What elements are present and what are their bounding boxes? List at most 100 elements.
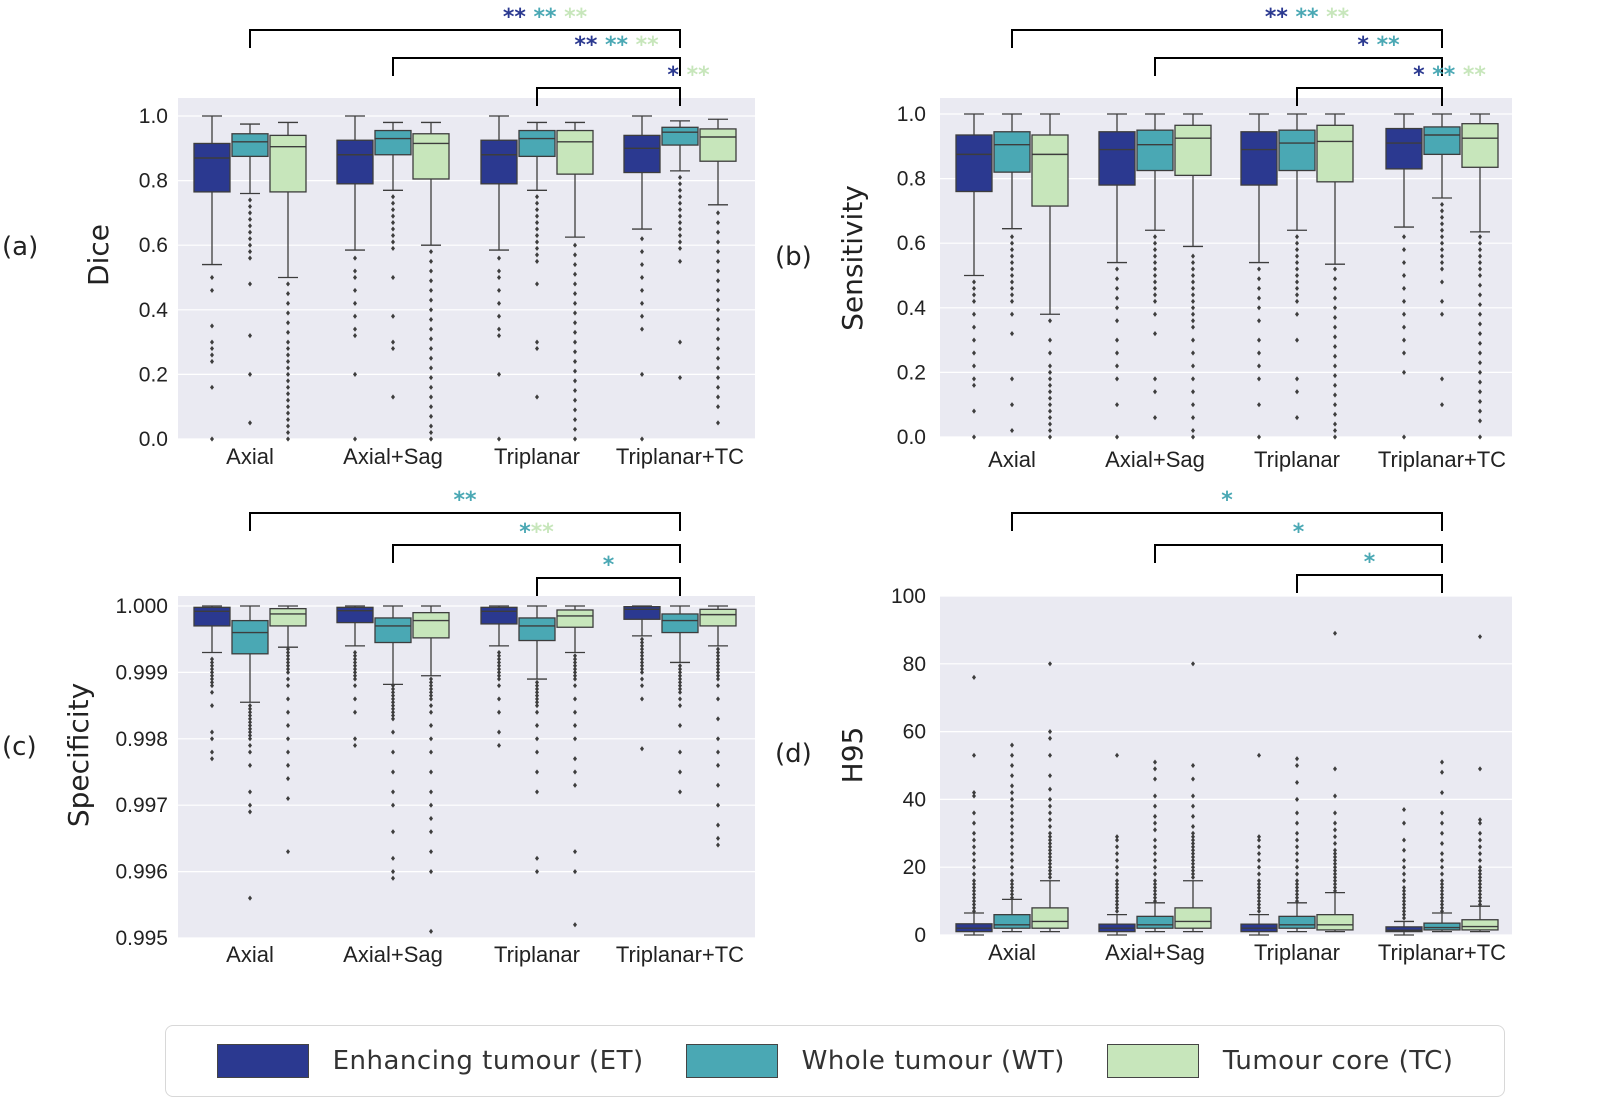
outlier-point xyxy=(1478,321,1482,327)
outlier-point xyxy=(429,355,433,361)
outlier-point xyxy=(1153,820,1157,826)
outlier-point xyxy=(1440,311,1444,317)
outlier-point xyxy=(248,281,252,287)
outlier-point xyxy=(1333,881,1337,887)
outlier-point xyxy=(497,673,501,679)
outlier-point xyxy=(573,436,577,442)
outlier-point xyxy=(1295,830,1299,836)
outlier-point xyxy=(1257,878,1261,884)
outlier-point xyxy=(573,387,577,394)
legend-swatch-et xyxy=(216,1044,309,1078)
outlier-point xyxy=(286,378,290,384)
outlier-point xyxy=(1333,840,1337,847)
outlier-point xyxy=(1333,871,1337,877)
outlier-point xyxy=(573,417,577,423)
outlier-point xyxy=(1333,878,1337,884)
box-iqr xyxy=(336,139,374,185)
significance-mark: * xyxy=(519,520,531,545)
box-tc xyxy=(412,605,450,934)
outlier-point xyxy=(429,375,433,381)
outlier-point xyxy=(1333,392,1337,398)
outlier-point xyxy=(1478,864,1482,870)
box-et xyxy=(480,115,518,442)
outlier-point xyxy=(248,732,252,739)
outlier-point xyxy=(972,864,976,870)
outlier-point xyxy=(1440,208,1444,214)
outlier-point xyxy=(972,382,976,388)
outlier-point xyxy=(353,313,357,319)
outlier-point xyxy=(1191,279,1195,285)
outlier-point xyxy=(1010,796,1014,802)
panel-letter: (d) xyxy=(775,739,812,769)
panel-d: 0 20 40 60 80 100 Axial Axial+Sag Triplanar Tripl… xyxy=(775,488,1512,965)
outlier-point xyxy=(1478,418,1482,424)
outlier-point xyxy=(716,696,720,702)
outlier-point xyxy=(1257,857,1261,864)
outlier-point xyxy=(716,802,720,808)
outlier-point xyxy=(1333,427,1337,434)
outlier-point xyxy=(573,339,577,345)
outlier-point xyxy=(210,274,214,281)
outlier-point xyxy=(1333,295,1337,301)
outlier-point xyxy=(716,842,720,848)
box-tc xyxy=(699,118,737,426)
outlier-point xyxy=(353,268,357,274)
outlier-point xyxy=(286,320,290,326)
outlier-point xyxy=(353,649,357,656)
significance-mark: * xyxy=(1293,520,1305,545)
outlier-point xyxy=(1115,891,1119,897)
outlier-point xyxy=(248,789,252,795)
outlier-point xyxy=(1333,834,1337,840)
outlier-point xyxy=(429,709,433,715)
outlier-point xyxy=(1295,253,1299,259)
outlier-point xyxy=(353,663,357,669)
outlier-point xyxy=(429,815,433,822)
outlier-point xyxy=(716,656,720,662)
outlier-point xyxy=(1191,266,1195,272)
outlier-point xyxy=(1257,851,1261,857)
box-wt xyxy=(518,605,556,875)
outlier-point xyxy=(972,878,976,884)
outlier-point xyxy=(1333,276,1337,282)
outlier-point xyxy=(1048,830,1052,836)
outlier-point xyxy=(573,656,577,662)
outlier-point xyxy=(1257,898,1261,904)
outlier-point xyxy=(429,365,433,371)
outlier-point xyxy=(573,242,577,248)
significance-mark: * xyxy=(667,63,679,88)
significance-stars: * ** xyxy=(667,63,710,88)
box-wt xyxy=(374,121,412,400)
outlier-point xyxy=(1115,834,1119,840)
outlier-point xyxy=(972,844,976,850)
outlier-point xyxy=(1440,891,1444,897)
outlier-point xyxy=(1478,389,1482,395)
outlier-point xyxy=(429,683,433,689)
box-iqr xyxy=(412,611,450,639)
outlier-point xyxy=(1048,729,1052,735)
y-tick-label: 0.995 xyxy=(115,927,168,950)
outlier-point xyxy=(286,423,290,429)
outlier-point xyxy=(1257,752,1261,758)
outlier-point xyxy=(716,762,720,768)
outlier-point xyxy=(286,659,290,666)
outlier-point xyxy=(972,891,976,897)
outlier-point xyxy=(1191,823,1195,830)
outlier-point xyxy=(1010,895,1014,901)
outlier-point xyxy=(1010,253,1014,259)
box-iqr xyxy=(556,609,594,628)
outlier-point xyxy=(535,232,539,239)
outlier-point xyxy=(716,663,720,669)
legend: Enhancing tumour (ET) Whole tumour (WT) … xyxy=(165,1025,1505,1097)
outlier-point xyxy=(1478,266,1482,272)
outlier-point xyxy=(535,696,539,702)
outlier-point xyxy=(1153,311,1157,317)
outlier-point xyxy=(1333,411,1337,417)
outlier-point xyxy=(716,394,720,400)
outlier-point xyxy=(429,802,433,808)
outlier-point xyxy=(1440,769,1444,775)
outlier-point xyxy=(429,689,433,695)
box-iqr xyxy=(1098,131,1136,186)
outlier-point xyxy=(286,339,290,345)
y-tick-label: 80 xyxy=(903,653,926,676)
outlier-point xyxy=(972,881,976,887)
